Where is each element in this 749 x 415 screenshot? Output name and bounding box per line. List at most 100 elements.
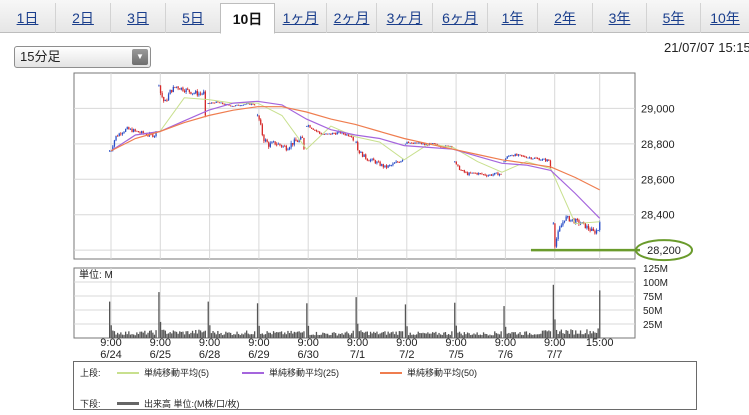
candle-body [260, 119, 262, 125]
candle-body [163, 97, 165, 102]
volume-bar [377, 334, 380, 338]
volume-bar [384, 331, 386, 338]
volume-bar [327, 333, 329, 338]
volume-bar [276, 332, 278, 338]
volume-bar [379, 333, 381, 338]
volume-bar [538, 334, 540, 338]
candle-body [215, 101, 217, 103]
volume-bar [546, 331, 548, 338]
tab-5日[interactable]: 5日 [165, 3, 220, 33]
candle-body [158, 85, 160, 87]
candle-body [117, 135, 119, 137]
tab-5年[interactable]: 5年 [646, 3, 700, 33]
volume-bar [260, 333, 262, 338]
volume-bar [363, 332, 365, 338]
volume-bar [298, 331, 300, 338]
candle-body [554, 223, 556, 247]
candle-body [463, 170, 465, 173]
tab-2年[interactable]: 2年 [537, 3, 592, 33]
tab-1ヶ月[interactable]: 1ヶ月 [282, 10, 319, 26]
volume-bar [112, 330, 114, 338]
candle-body [422, 143, 424, 145]
volume-bar [277, 332, 279, 338]
volume-bar [180, 331, 182, 338]
candle-body [578, 220, 580, 224]
candle-body [397, 161, 399, 163]
volume-bar [183, 334, 186, 338]
tab-3ヶ月[interactable]: 3ヶ月 [376, 3, 432, 33]
volume-bar [449, 334, 451, 338]
price-tick-label: 29,000 [641, 103, 675, 115]
candle-body [279, 143, 281, 146]
candle-body [584, 222, 586, 229]
volume-bar [500, 331, 502, 338]
candle-body [223, 103, 225, 105]
tab-3年[interactable]: 3年 [592, 3, 646, 33]
candle-body [594, 230, 596, 234]
volume-bar [440, 334, 442, 338]
candle-body [565, 216, 567, 221]
volume-bar [448, 334, 450, 338]
volume-bar [323, 333, 326, 338]
volume-bar [560, 329, 562, 338]
candle-body [511, 155, 513, 157]
interval-select[interactable]: 15分足 ▼ [14, 46, 151, 68]
volume-tick-label: 125M [643, 264, 668, 275]
volume-bar [586, 329, 588, 338]
volume-bar [228, 332, 230, 338]
candle-body [254, 104, 256, 106]
candle-body [264, 139, 267, 142]
x-tick-time: 15:00 [586, 337, 614, 349]
volume-bar [163, 329, 165, 338]
candle-body [349, 136, 351, 137]
candle-body [233, 105, 235, 107]
candle-body [287, 149, 289, 151]
volume-bar [476, 332, 478, 338]
volume-bar [576, 333, 578, 338]
candle-body [468, 172, 470, 176]
volume-bar [525, 331, 528, 338]
candle-body [575, 219, 577, 224]
volume-bar [330, 334, 332, 338]
x-tick-date: 6/30 [297, 349, 318, 361]
tab-1日[interactable]: 1日 [16, 10, 39, 26]
volume-bar [412, 334, 415, 338]
tab-10年[interactable]: 10年 [700, 3, 749, 33]
tab-3日[interactable]: 3日 [110, 3, 165, 33]
volume-bar [406, 326, 408, 338]
volume-bar [568, 333, 570, 338]
price-volume-chart: 29,000 28,800 28,600 28,400 125M 100M 75M 50M 25… [73, 72, 693, 361]
candle-body [570, 219, 572, 222]
candle-body [228, 104, 230, 106]
candle-body [369, 159, 372, 162]
volume-bar [222, 335, 224, 338]
tab-2ヶ月[interactable]: 2ヶ月 [326, 3, 376, 33]
volume-bar [484, 333, 486, 338]
candle-body [333, 133, 335, 134]
volume-bar [361, 332, 364, 338]
x-tick-date: 7/6 [498, 349, 513, 361]
candle-body [244, 104, 246, 106]
volume-bar [492, 335, 494, 338]
volume-bar [239, 335, 241, 338]
candle-body [225, 103, 227, 105]
volume-bar [376, 331, 378, 338]
volume-bar [482, 332, 485, 338]
candle-body [513, 155, 515, 157]
volume-bar [565, 330, 567, 338]
volume-bar [497, 333, 499, 338]
volume-bar [244, 332, 246, 338]
volume-bar [509, 333, 512, 338]
candle-body [247, 103, 249, 105]
candle-body [121, 132, 124, 135]
volume-tick-label: 75M [643, 292, 662, 303]
volume-bar [368, 335, 370, 338]
tab-10日[interactable]: 10日 [220, 3, 275, 34]
tab-1年[interactable]: 1年 [487, 3, 537, 33]
tab-6ヶ月[interactable]: 6ヶ月 [432, 3, 487, 33]
candle-body [583, 222, 585, 223]
candle-body [449, 146, 451, 147]
interval-select-value: 15分足 [20, 49, 61, 64]
tab-2日[interactable]: 2日 [55, 3, 110, 33]
volume-bar [149, 330, 151, 338]
